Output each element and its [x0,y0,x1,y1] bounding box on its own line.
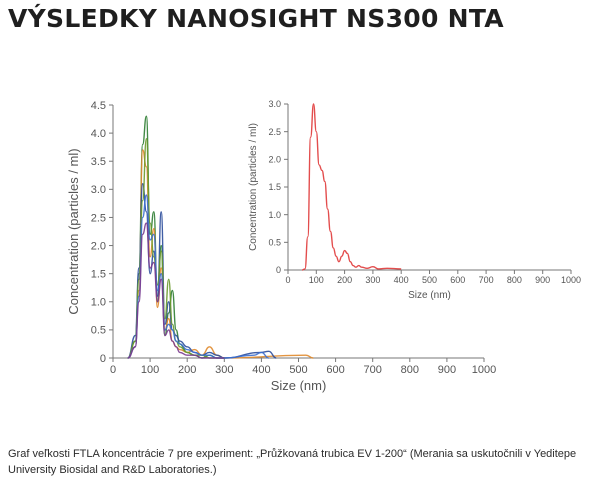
inset-y-tick-label: 3.0 [268,99,281,109]
inset-y-tick-label: 1.5 [268,182,281,192]
main-y-tick-label: 3.5 [91,156,106,168]
inset-x-label: Size (nm) [408,290,451,301]
inset-x-tick-label: 400 [394,275,409,285]
main-y-label: Concentration (particles / ml) [66,148,81,314]
main-x-tick-label: 500 [289,364,307,376]
main-chart: 0 100 200 300 400 500 600 700 800 900 100000.51.01… [66,100,496,393]
main-x-tick-label: 400 [252,364,270,376]
figure-caption: Graf veľkosti FTLA koncentrácie 7 pre ex… [8,448,577,476]
inset-x-tick-label: 300 [365,275,380,285]
inset-y-tick-label: 0.5 [268,237,281,247]
main-series-run-3 [127,183,277,359]
main-y-tick-label: 3.0 [91,184,106,196]
main-x-tick-label: 900 [438,364,456,376]
inset-y-tick-label: 2.0 [268,154,281,164]
main-x-tick-label: 600 [326,364,344,376]
inset-chart: 0 100 200 300 400 500 600 700 800 900 1000 0 0.5 1.0 1… [248,99,581,301]
main-y-tick-label: 2.0 [91,240,106,252]
main-y-tick-label: 1.5 [91,269,106,281]
inset-x-tick-label: 700 [479,275,494,285]
nta-figure: 0 100 200 300 400 500 600 700 800 900 100000.51.01… [66,99,581,393]
inset-y-tick-label: 0 [276,265,281,275]
inset-x-tick-label: 0 [285,275,290,285]
main-x-tick-label: 100 [141,364,159,376]
inset-x-tick-label: 600 [450,275,465,285]
main-series-run-6 [127,222,225,359]
inset-x-tick-label: 1000 [561,275,581,285]
main-x-tick-label: 300 [215,364,233,376]
main-x-label: Size (nm) [271,378,327,393]
main-x-tick-label: 200 [178,364,196,376]
main-x-tick-label: 700 [364,364,382,376]
main-y-tick-label: 2.5 [91,212,106,224]
inset-y-tick-label: 2.5 [268,127,281,137]
inset-y-tick-label: 1.0 [268,210,281,220]
main-y-tick-label: 0 [100,353,106,365]
inset-series-mean [302,103,402,271]
main-x-tick-label: 0 [110,364,116,376]
inset-x-tick-label: 900 [535,275,550,285]
main-y-tick-label: 0.5 [91,325,106,337]
inset-x-tick-label: 100 [309,275,324,285]
main-x-tick-label: 1000 [472,364,496,376]
main-x-tick-label: 800 [401,364,419,376]
main-y-tick-label: 4.0 [91,128,106,140]
main-y-tick-label: 1.0 [91,297,106,309]
inset-x-tick-label: 500 [422,275,437,285]
page-title: VÝSLEDKY NANOSIGHT NS300 NTA [8,4,504,33]
main-series-run-2 [127,149,314,359]
main-series-run-4 [127,138,225,359]
inset-x-tick-label: 800 [507,275,522,285]
inset-y-label: Concentration (particles / ml) [248,123,259,251]
main-y-tick-label: 4.5 [91,100,106,112]
inset-x-tick-label: 200 [337,275,352,285]
